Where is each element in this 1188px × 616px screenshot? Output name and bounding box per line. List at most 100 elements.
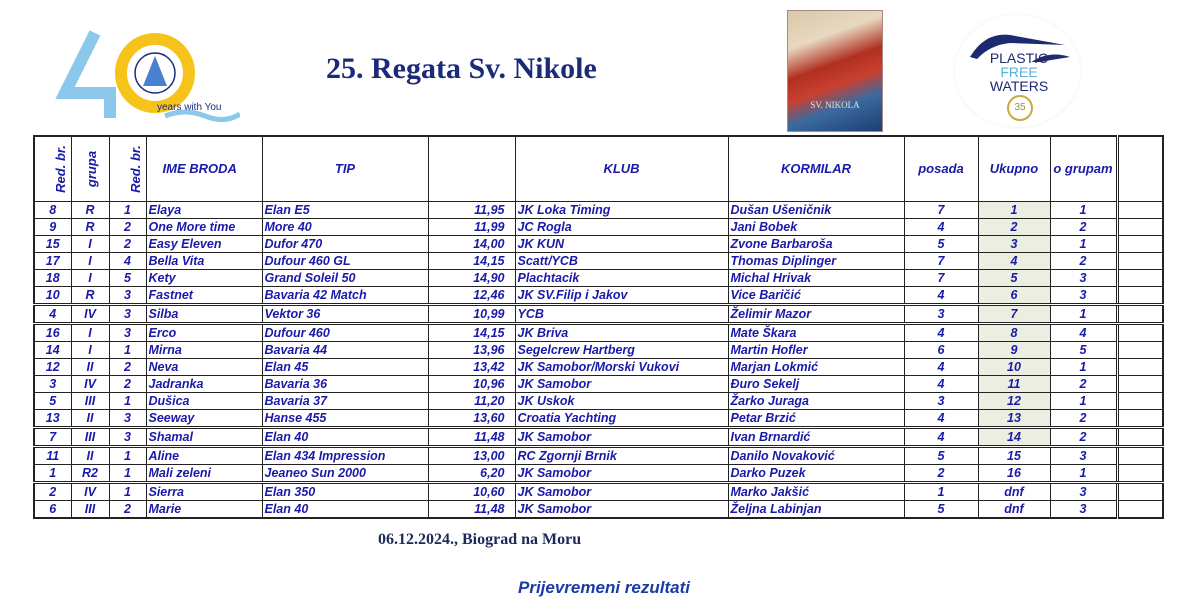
table-cell: Dufor 470 bbox=[261, 235, 429, 253]
table-cell: Mirna bbox=[145, 341, 263, 359]
table-cell: Shamal bbox=[145, 427, 263, 448]
column-header: TIP bbox=[261, 135, 429, 202]
date-place: 06.12.2024., Biograd na Moru bbox=[378, 531, 582, 548]
table-cell: 10,96 bbox=[427, 375, 516, 393]
table-cell-empty bbox=[1115, 392, 1164, 410]
table-cell-empty bbox=[1115, 446, 1164, 465]
table-cell: JK Samobor bbox=[514, 427, 729, 448]
table-cell: Elaya bbox=[145, 201, 263, 219]
table-cell: 12,46 bbox=[427, 286, 516, 306]
table-cell: IV bbox=[70, 482, 110, 501]
table-cell: 7 bbox=[977, 304, 1051, 325]
table-cell: Vice Baričić bbox=[727, 286, 905, 306]
table-row: 8 R 1 Elaya Elan E5 11,95 JK Loka Timing Dušan … bbox=[33, 201, 1164, 219]
column-header-label: grupa bbox=[83, 150, 99, 188]
table-cell: 5 bbox=[903, 235, 979, 253]
table-cell: Dušan Ušeničnik bbox=[727, 201, 905, 219]
table-row: 3 IV 2 Jadranka Bavaria 36 10,96 JK Samobor Đur… bbox=[33, 375, 1164, 393]
table-cell: 3 bbox=[1049, 500, 1118, 519]
table-cell: JK Samobor bbox=[514, 464, 729, 484]
table-cell: 3 bbox=[903, 304, 979, 325]
table-cell: 5 bbox=[903, 446, 979, 465]
table-cell: Elan 45 bbox=[261, 358, 429, 376]
table-cell: Dufour 460 bbox=[261, 323, 429, 342]
table-cell: Đuro Sekelj bbox=[727, 375, 905, 393]
table-cell: JK Samobor bbox=[514, 500, 729, 519]
table-cell: 13,60 bbox=[427, 409, 516, 429]
table-cell: 1 bbox=[1049, 304, 1118, 325]
table-cell: 14,90 bbox=[427, 269, 516, 287]
table-cell: 1 bbox=[1049, 358, 1118, 376]
table-cell: 1 bbox=[1049, 201, 1118, 219]
table-cell-empty bbox=[1115, 269, 1164, 287]
table-cell: JK KUN bbox=[514, 235, 729, 253]
table-cell: 10,60 bbox=[427, 482, 516, 501]
column-header bbox=[1115, 135, 1164, 202]
table-cell: 11,48 bbox=[427, 427, 516, 448]
table-cell: Michal Hrivak bbox=[727, 269, 905, 287]
table-cell: 2 bbox=[1049, 252, 1118, 270]
yacht-club-biograd-40-logo: years with You bbox=[55, 30, 240, 122]
table-cell-empty bbox=[1115, 218, 1164, 236]
table-cell: 11,99 bbox=[427, 218, 516, 236]
table-row: 7 III 3 Shamal Elan 40 11,48 JK Samobor Ivan Br… bbox=[33, 427, 1164, 448]
table-cell: 7 bbox=[33, 427, 72, 448]
table-cell: 1 bbox=[108, 201, 147, 219]
column-header: Red. br. bbox=[108, 135, 147, 202]
table-cell: R bbox=[70, 201, 110, 219]
table-cell: 1 bbox=[903, 482, 979, 501]
table-row: 2 IV 1 Sierra Elan 350 10,60 JK Samobor Marko J… bbox=[33, 482, 1164, 501]
table-cell: Jadranka bbox=[145, 375, 263, 393]
table-cell: Darko Puzek bbox=[727, 464, 905, 484]
table-cell: 3 bbox=[108, 286, 147, 306]
table-row: 15 I 2 Easy Eleven Dufor 470 14,00 JK KUN Zvone… bbox=[33, 235, 1164, 253]
table-cell: 14 bbox=[977, 427, 1051, 448]
table-cell: 2 bbox=[108, 235, 147, 253]
table-cell: 7 bbox=[903, 269, 979, 287]
table-cell: Jeaneo Sun 2000 bbox=[261, 464, 429, 484]
table-row: 11 II 1 Aline Elan 434 Impression 13,00 RC Zgo… bbox=[33, 446, 1164, 465]
table-cell: Petar Brzić bbox=[727, 409, 905, 429]
table-cell: 3 bbox=[108, 304, 147, 325]
table-cell: 14 bbox=[33, 341, 72, 359]
table-cell-empty bbox=[1115, 409, 1164, 429]
table-cell: III bbox=[70, 427, 110, 448]
table-cell: 2 bbox=[1049, 409, 1118, 429]
table-cell: 11,95 bbox=[427, 201, 516, 219]
table-cell: JK Samobor/Morski Vukovi bbox=[514, 358, 729, 376]
table-cell: Martin Hofler bbox=[727, 341, 905, 359]
table-cell: IV bbox=[70, 375, 110, 393]
table-cell: 4 bbox=[977, 252, 1051, 270]
table-cell: 9 bbox=[33, 218, 72, 236]
logo-text: PLASTIC bbox=[989, 50, 1049, 66]
table-cell: Danilo Novaković bbox=[727, 446, 905, 465]
table-cell: 3 bbox=[977, 235, 1051, 253]
table-cell: Silba bbox=[145, 304, 263, 325]
table-cell: 13,42 bbox=[427, 358, 516, 376]
table-cell: 2 bbox=[33, 482, 72, 501]
table-cell: I bbox=[70, 269, 110, 287]
table-cell-empty bbox=[1115, 375, 1164, 393]
table-cell: 14,00 bbox=[427, 235, 516, 253]
table-cell: R bbox=[70, 218, 110, 236]
table-row: 10 R 3 Fastnet Bavaria 42 Match 12,46 JK SV.Fi… bbox=[33, 286, 1164, 306]
table-cell: Elan 350 bbox=[261, 482, 429, 501]
table-cell: 3 bbox=[108, 323, 147, 342]
table-cell-empty bbox=[1115, 201, 1164, 219]
column-header: grupa bbox=[70, 135, 110, 202]
table-cell: 3 bbox=[1049, 286, 1118, 306]
table-cell: 4 bbox=[903, 427, 979, 448]
table-cell: Bavaria 37 bbox=[261, 392, 429, 410]
table-cell: 5 bbox=[977, 269, 1051, 287]
table-row: 16 I 3 Erco Dufour 460 14,15 JK Briva Mate Škar… bbox=[33, 323, 1164, 342]
table-cell: 14,15 bbox=[427, 323, 516, 342]
table-cell: 2 bbox=[1049, 375, 1118, 393]
table-cell: Neva bbox=[145, 358, 263, 376]
table-cell: Željna Labinjan bbox=[727, 500, 905, 519]
svg-text:years with You: years with You bbox=[157, 102, 222, 113]
table-cell: 3 bbox=[1049, 269, 1118, 287]
table-cell: 14,15 bbox=[427, 252, 516, 270]
table-cell: 3 bbox=[33, 375, 72, 393]
table-cell: Marjan Lokmić bbox=[727, 358, 905, 376]
table-cell: Dufour 460 GL bbox=[261, 252, 429, 270]
